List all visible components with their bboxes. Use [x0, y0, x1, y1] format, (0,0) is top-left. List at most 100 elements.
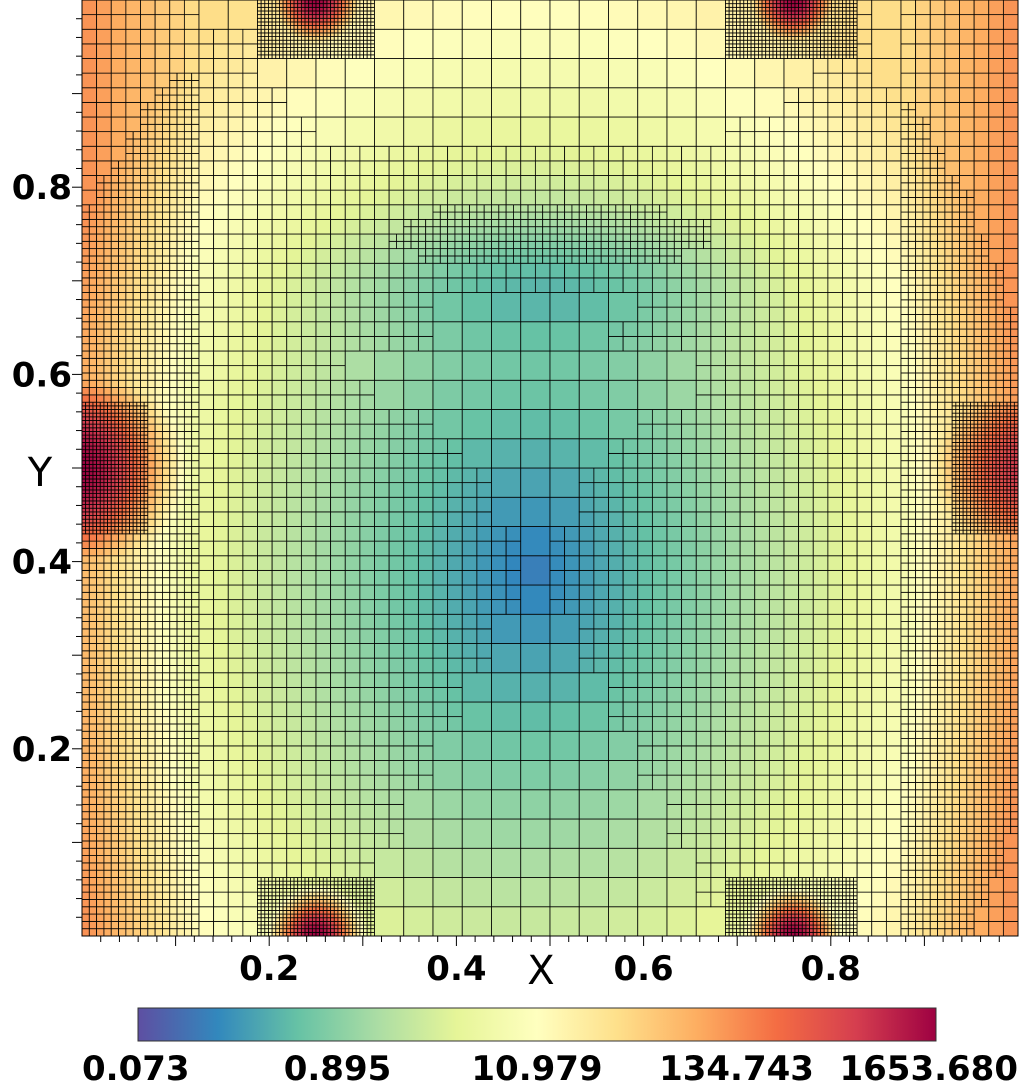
mesh-cell	[271, 917, 277, 922]
mesh-cell	[1010, 478, 1015, 484]
mesh-cell	[962, 500, 968, 505]
mesh-cell	[88, 906, 98, 915]
mesh-cell	[973, 504, 979, 509]
mesh-cell	[838, 920, 843, 926]
mesh-cell	[805, 913, 811, 919]
mesh-cell	[838, 906, 843, 911]
mesh-cell	[300, 599, 317, 615]
mesh-cell	[988, 833, 997, 842]
mesh-cell	[966, 913, 975, 922]
mesh-cell	[257, 931, 262, 936]
mesh-cell	[136, 518, 141, 524]
mesh-cell	[951, 760, 960, 769]
mesh-cell	[977, 496, 982, 502]
mesh-cell	[798, 760, 814, 776]
mesh-cell	[88, 463, 94, 469]
mesh-cell	[85, 489, 90, 495]
mesh-cell	[710, 877, 726, 893]
mesh-cell	[366, 902, 372, 908]
mesh-cell	[977, 478, 982, 484]
mesh-cell	[99, 496, 105, 502]
mesh-cell	[666, 701, 683, 718]
mesh-cell	[798, 910, 803, 915]
mesh-cell	[801, 880, 807, 886]
mesh-cell	[809, 891, 814, 897]
mesh-cell	[853, 888, 858, 893]
mesh-cell	[107, 511, 112, 516]
mesh-cell	[772, 917, 778, 922]
mesh-cell	[816, 920, 821, 926]
mesh-cell	[227, 745, 244, 761]
mesh-cell	[191, 665, 200, 674]
mesh-cell	[103, 434, 109, 440]
mesh-cell	[922, 869, 931, 878]
mesh-cell	[125, 840, 134, 849]
mesh-cell	[871, 774, 887, 791]
mesh-cell	[736, 910, 741, 915]
mesh-cell	[140, 591, 149, 601]
mesh-cell	[984, 489, 990, 495]
mesh-cell	[992, 471, 997, 476]
mesh-cell	[999, 515, 1004, 520]
mesh-cell	[359, 818, 375, 835]
mesh-cell	[293, 910, 299, 915]
mesh-cell	[827, 931, 832, 936]
mesh-cell	[783, 895, 789, 900]
mesh-cell	[984, 515, 990, 520]
mesh-cell	[92, 463, 98, 469]
mesh-cell	[491, 672, 522, 703]
mesh-cell	[125, 877, 134, 886]
mesh-cell	[82, 767, 90, 776]
mesh-cell	[337, 917, 343, 922]
mesh-cell	[739, 643, 756, 659]
mesh-cell	[290, 888, 295, 893]
mesh-cell	[725, 899, 730, 904]
mesh-cell	[915, 928, 924, 936]
mesh-cell	[827, 657, 843, 674]
mesh-cell	[147, 928, 156, 936]
mesh-cell	[125, 591, 134, 601]
mesh-cell	[191, 920, 200, 930]
mesh-cell	[297, 895, 302, 900]
mesh-cell	[107, 445, 112, 451]
mesh-cell	[110, 613, 119, 622]
mesh-cell	[849, 899, 854, 904]
mesh-cell	[944, 548, 953, 557]
mesh-cell	[147, 562, 156, 571]
mesh-cell	[984, 474, 990, 480]
mesh-cell	[447, 555, 463, 571]
mesh-cell	[374, 818, 390, 835]
mesh-cell	[118, 767, 127, 776]
mesh-cell	[352, 931, 357, 936]
mesh-cell	[344, 931, 350, 936]
mesh-cell	[359, 657, 375, 674]
mesh-cell	[637, 774, 653, 791]
mesh-cell	[114, 529, 119, 535]
mesh-cell	[432, 526, 449, 542]
mesh-cell	[578, 540, 595, 557]
mesh-cell	[136, 460, 141, 465]
mesh-cell	[300, 928, 306, 933]
mesh-cell	[922, 877, 931, 886]
mesh-cell	[853, 906, 858, 911]
mesh-cell	[271, 920, 277, 926]
mesh-cell	[257, 482, 273, 498]
mesh-cell	[96, 730, 105, 739]
mesh-cell	[118, 431, 123, 436]
mesh-cell	[798, 701, 814, 718]
mesh-cell	[966, 665, 975, 674]
mesh-cell	[198, 526, 215, 542]
mesh-cell	[92, 493, 98, 498]
mesh-cell	[140, 577, 149, 586]
mesh-cell	[491, 496, 522, 527]
mesh-cell	[125, 665, 134, 674]
mesh-cell	[929, 621, 938, 630]
mesh-cell	[297, 884, 302, 889]
mesh-cell	[776, 884, 781, 889]
mesh-cell	[728, 906, 734, 911]
mesh-cell	[82, 518, 87, 524]
mesh-cell	[96, 442, 101, 447]
mesh-cell	[812, 906, 818, 911]
mesh-cell	[125, 738, 134, 747]
mesh-cell	[143, 500, 149, 505]
